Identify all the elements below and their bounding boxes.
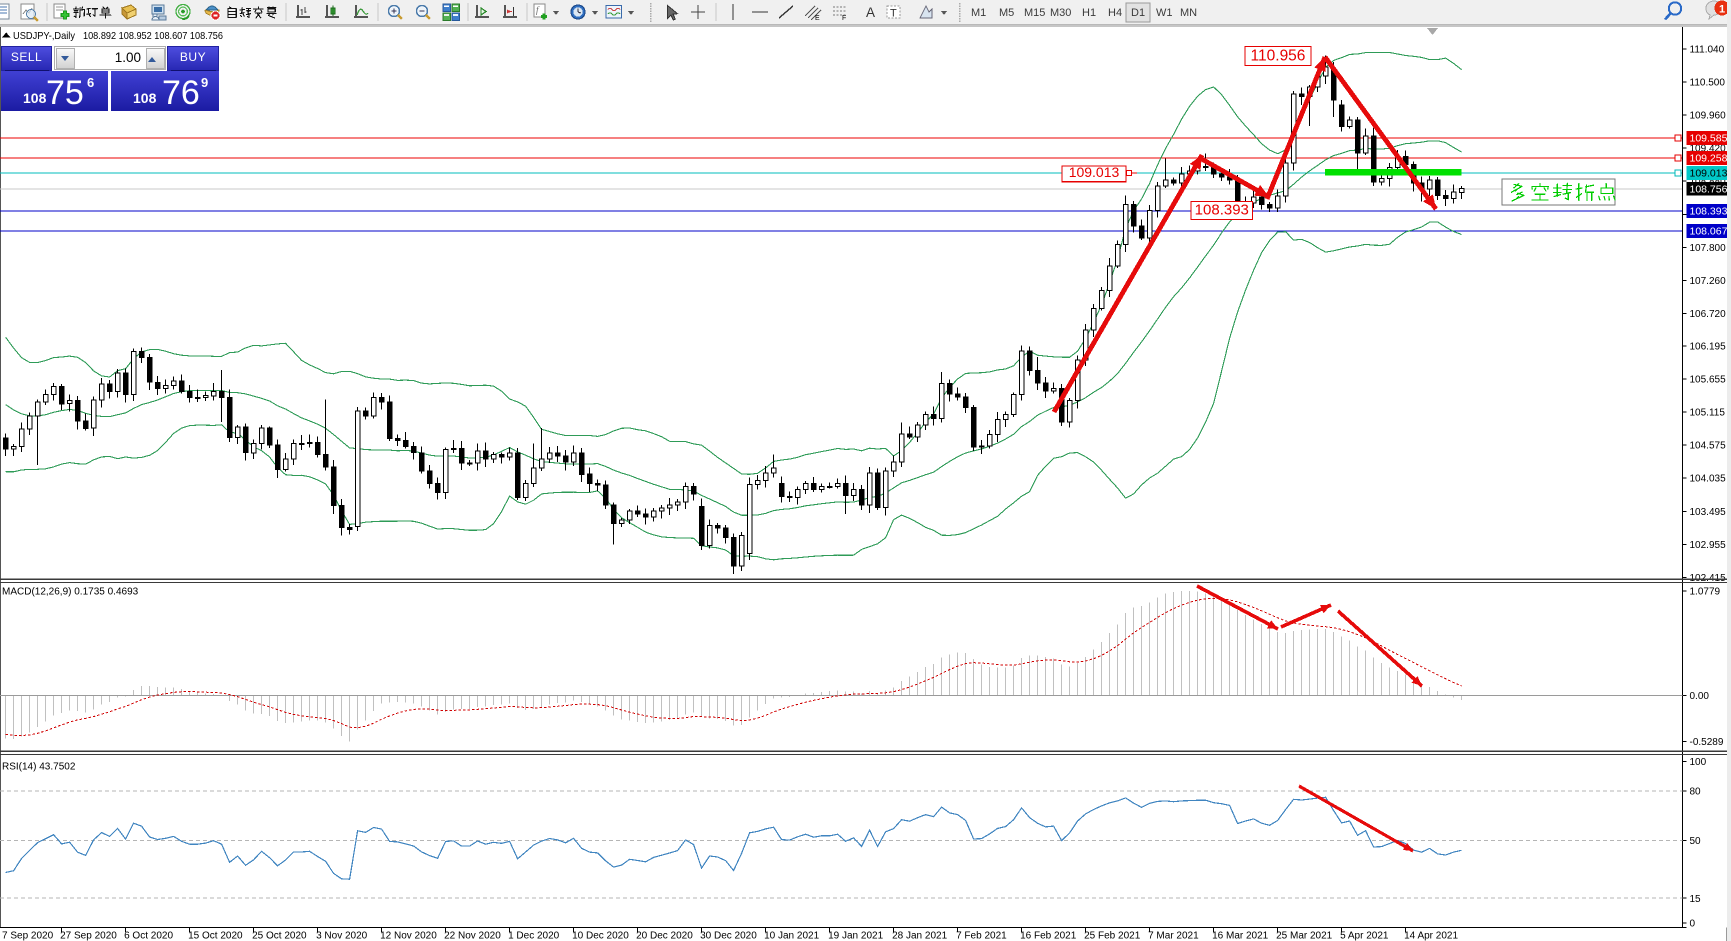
svg-text:D1: D1 — [1131, 7, 1145, 19]
svg-text:108.393: 108.393 — [1195, 202, 1249, 219]
svg-text:1.0779: 1.0779 — [1690, 587, 1721, 598]
svg-text:108.393: 108.393 — [1690, 206, 1728, 218]
svg-text:25 Oct 2020: 25 Oct 2020 — [252, 931, 307, 941]
svg-text:M1: M1 — [971, 7, 986, 19]
svg-text:109.013: 109.013 — [1690, 168, 1728, 180]
svg-text:E: E — [815, 15, 820, 22]
svg-text:109.420: 109.420 — [1690, 144, 1727, 155]
svg-text:102.415: 102.415 — [1690, 573, 1727, 584]
svg-text:M30: M30 — [1050, 7, 1071, 19]
svg-text:20 Dec 2020: 20 Dec 2020 — [636, 931, 693, 941]
svg-text:6 Oct 2020: 6 Oct 2020 — [124, 931, 173, 941]
svg-text:106.720: 106.720 — [1690, 309, 1727, 320]
svg-text:110.500: 110.500 — [1690, 77, 1726, 88]
svg-text:5 Apr 2021: 5 Apr 2021 — [1340, 931, 1389, 941]
svg-text:25 Feb 2021: 25 Feb 2021 — [1084, 931, 1141, 941]
svg-text:109.960: 109.960 — [1690, 111, 1727, 122]
svg-text:109.013: 109.013 — [1069, 164, 1120, 180]
svg-text:1 Dec 2020: 1 Dec 2020 — [508, 931, 560, 941]
svg-text:30 Dec 2020: 30 Dec 2020 — [700, 931, 757, 941]
svg-text:100: 100 — [1690, 757, 1707, 768]
svg-text:RSI(14) 43.7502: RSI(14) 43.7502 — [2, 762, 76, 773]
svg-text:-0.5289: -0.5289 — [1690, 737, 1724, 748]
svg-text:7 Feb 2021: 7 Feb 2021 — [956, 931, 1007, 941]
svg-text:7 Sep 2020: 7 Sep 2020 — [2, 931, 54, 941]
svg-text:104.575: 104.575 — [1690, 441, 1727, 452]
svg-text:10 Dec 2020: 10 Dec 2020 — [572, 931, 629, 941]
svg-text:80: 80 — [1690, 787, 1702, 798]
svg-text:f: f — [536, 5, 540, 15]
svg-text:15 Oct 2020: 15 Oct 2020 — [188, 931, 243, 941]
svg-text:27 Sep 2020: 27 Sep 2020 — [60, 931, 117, 941]
svg-text:7 Mar 2021: 7 Mar 2021 — [1148, 931, 1199, 941]
svg-text:108.756: 108.756 — [1690, 183, 1728, 195]
svg-text:108.892 108.952 108.607 108.75: 108.892 108.952 108.607 108.756 — [83, 30, 223, 42]
svg-text:M5: M5 — [999, 7, 1014, 19]
svg-text:104.035: 104.035 — [1690, 474, 1727, 485]
svg-text:109.585: 109.585 — [1690, 133, 1728, 145]
svg-text:19 Jan 2021: 19 Jan 2021 — [828, 931, 883, 941]
svg-text:108.067: 108.067 — [1690, 226, 1728, 238]
svg-text:14 Apr 2021: 14 Apr 2021 — [1404, 931, 1458, 941]
svg-text:USDJPY-,Daily: USDJPY-,Daily — [13, 30, 76, 42]
svg-text:W1: W1 — [1156, 7, 1173, 19]
svg-text:110.956: 110.956 — [1251, 48, 1306, 65]
svg-text:T: T — [890, 8, 897, 20]
svg-text:A: A — [866, 5, 875, 20]
svg-text:12 Nov 2020: 12 Nov 2020 — [380, 931, 437, 941]
svg-text:F: F — [842, 15, 846, 22]
svg-text:1: 1 — [1719, 4, 1725, 16]
svg-text:109.258: 109.258 — [1690, 153, 1728, 165]
svg-text:103.495: 103.495 — [1690, 507, 1727, 518]
svg-text:28 Jan 2021: 28 Jan 2021 — [892, 931, 947, 941]
svg-text:0.00: 0.00 — [1690, 691, 1710, 702]
svg-text:22 Nov 2020: 22 Nov 2020 — [444, 931, 501, 941]
svg-text:3 Nov 2020: 3 Nov 2020 — [316, 931, 368, 941]
svg-text:111.040: 111.040 — [1690, 44, 1725, 55]
svg-text:50: 50 — [1690, 836, 1702, 847]
svg-text:102.955: 102.955 — [1690, 540, 1727, 551]
svg-text:105.115: 105.115 — [1690, 408, 1726, 419]
svg-text:MN: MN — [1180, 7, 1197, 19]
svg-text:10 Jan 2021: 10 Jan 2021 — [764, 931, 819, 941]
svg-text:107.800: 107.800 — [1690, 243, 1727, 254]
svg-text:16 Mar 2021: 16 Mar 2021 — [1212, 931, 1269, 941]
svg-text:25 Mar 2021: 25 Mar 2021 — [1276, 931, 1333, 941]
svg-text:MACD(12,26,9) 0.1735 0.4693: MACD(12,26,9) 0.1735 0.4693 — [2, 587, 139, 598]
svg-text:105.655: 105.655 — [1690, 374, 1727, 385]
svg-text:106.195: 106.195 — [1690, 341, 1727, 352]
svg-text:15: 15 — [1690, 894, 1702, 905]
svg-text:H1: H1 — [1082, 7, 1096, 19]
svg-text:H4: H4 — [1108, 7, 1122, 19]
svg-text:16 Feb 2021: 16 Feb 2021 — [1020, 931, 1077, 941]
svg-text:M15: M15 — [1024, 7, 1045, 19]
svg-text:107.260: 107.260 — [1690, 276, 1727, 287]
svg-text:0: 0 — [1690, 919, 1696, 930]
